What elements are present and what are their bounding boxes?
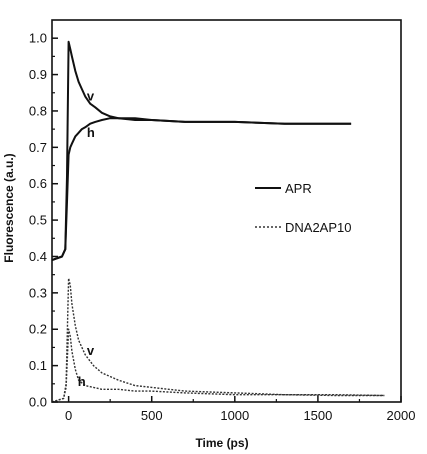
x-tick-label: 1500 <box>303 408 332 423</box>
x-tick-label: 500 <box>141 408 163 423</box>
y-tick-label: 0.7 <box>29 140 47 155</box>
y-tick-label: 0.9 <box>29 67 47 82</box>
x-tick-label: 1000 <box>220 408 249 423</box>
x-axis-title: Time (ps) <box>195 436 248 450</box>
series-line-dna2ap10-3 <box>51 328 385 403</box>
series-line-apr-1 <box>51 117 352 262</box>
legend-label-dna2ap10: DNA2AP10 <box>285 220 351 235</box>
annotation-v-2: v <box>87 343 95 358</box>
y-tick-label: 0.4 <box>29 249 47 264</box>
y-tick-label: 0.0 <box>29 395 47 410</box>
x-tick-label: 2000 <box>387 408 416 423</box>
annotation-v-0: v <box>87 88 95 103</box>
y-tick-label: 0.8 <box>29 103 47 118</box>
annotation-h-3: h <box>78 374 86 389</box>
legend: APR DNA2AP10 <box>255 181 351 235</box>
y-axis-title: Fluorescence (a.u.) <box>2 153 16 262</box>
series-line-dna2ap10-2 <box>51 277 385 403</box>
legend-label-apr: APR <box>285 181 312 196</box>
y-tick-label: 0.3 <box>29 285 47 300</box>
y-axis-ticks: 0.0 0.1 0.2 0.3 0.4 0.5 0.6 0.7 0.8 0.9 1.0 <box>29 31 58 410</box>
y-tick-label: 1.0 <box>29 31 47 46</box>
series-layer <box>51 40 385 403</box>
plot-area <box>51 19 402 403</box>
annotation-layer: v h v h <box>78 88 95 389</box>
y-tick-label: 0.1 <box>29 358 47 373</box>
y-tick-label: 0.6 <box>29 176 47 191</box>
plot-frame <box>51 19 402 403</box>
y-tick-label: 0.5 <box>29 213 47 228</box>
x-tick-label: 0 <box>65 408 72 423</box>
y-tick-label: 0.2 <box>29 322 47 337</box>
annotation-h-1: h <box>87 125 95 140</box>
x-axis-ticks: 0 500 1000 1500 2000 <box>65 396 415 423</box>
